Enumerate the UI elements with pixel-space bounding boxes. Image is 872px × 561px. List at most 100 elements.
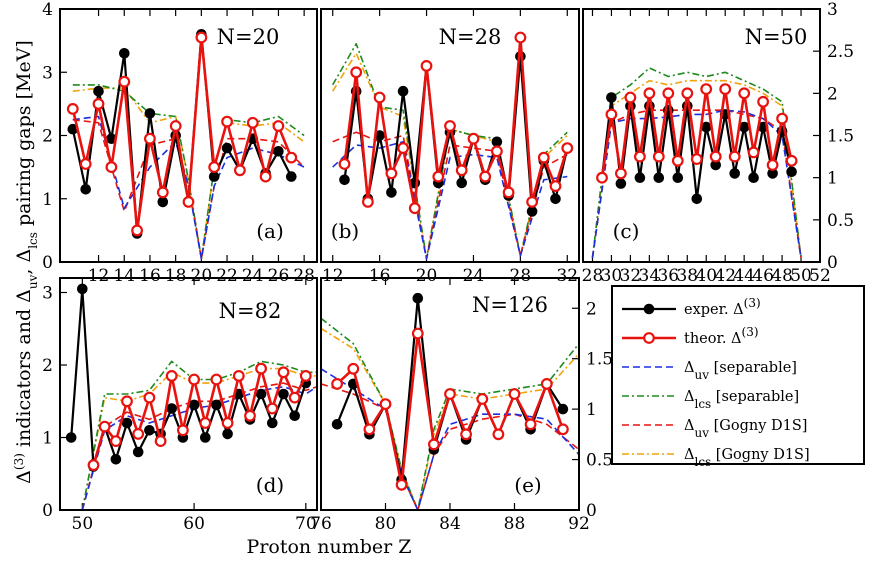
point-exp xyxy=(397,85,409,97)
point-exp xyxy=(412,292,424,304)
point-exp xyxy=(729,168,740,179)
x-tick-label: 30 xyxy=(601,266,623,286)
x-tick-label: 80 xyxy=(375,514,397,534)
point-th xyxy=(169,120,182,132)
n-label: N=28 xyxy=(439,25,502,49)
point-th xyxy=(408,202,421,215)
point-exp xyxy=(267,417,278,429)
point-exp xyxy=(456,177,468,189)
panel-d: 50 60 70 0 1 2 3 N=82 (d) xyxy=(42,277,318,534)
point-th xyxy=(232,370,245,382)
n-label: N=126 xyxy=(472,293,548,317)
legend-label-lcsg: Δlcs [Gogny D1S] xyxy=(684,447,810,469)
point-th xyxy=(210,373,223,386)
point-th xyxy=(476,393,489,405)
point-th xyxy=(624,91,637,104)
legend: exper. Δ(3) theor. Δ(3) Δuv [separable] Δlc… xyxy=(611,285,865,469)
x-tick-label: 18 xyxy=(165,266,187,286)
point-exp xyxy=(211,399,222,411)
legend-marker xyxy=(643,332,655,344)
x-tick-label: 16 xyxy=(369,266,391,286)
x-tick-label: 16 xyxy=(139,266,161,286)
point-th xyxy=(596,171,608,184)
panel-label: (a) xyxy=(256,219,284,243)
panel-frame xyxy=(59,277,318,511)
point-exp xyxy=(710,159,721,171)
panel-label: (b) xyxy=(331,219,359,243)
point-exp xyxy=(93,85,104,97)
point-th xyxy=(143,391,156,404)
point-th xyxy=(199,417,212,429)
point-th xyxy=(776,112,788,125)
x-tick-label: 50 xyxy=(72,514,94,534)
point-th xyxy=(561,142,574,155)
point-th xyxy=(785,154,798,167)
point-exp xyxy=(557,403,569,415)
point-th xyxy=(549,180,562,193)
point-th xyxy=(766,159,779,171)
point-th xyxy=(634,150,646,163)
point-th xyxy=(195,31,208,44)
point-th xyxy=(395,478,408,491)
point-th xyxy=(738,87,751,100)
point-th xyxy=(411,327,424,340)
point-th xyxy=(540,378,553,390)
point-th xyxy=(537,151,550,164)
point-th xyxy=(444,388,456,400)
point-exp xyxy=(222,428,233,440)
point-exp xyxy=(273,146,284,157)
x-tick-label: 12 xyxy=(88,266,110,286)
y-tick-label: 0.5 xyxy=(827,211,854,231)
x-tick-label: 20 xyxy=(191,266,213,286)
point-th xyxy=(757,95,769,108)
x-tick-label: 88 xyxy=(504,514,526,534)
point-th xyxy=(246,116,259,129)
point-th xyxy=(467,132,480,145)
point-th xyxy=(92,97,105,110)
x-tick-label: 32 xyxy=(556,266,578,286)
point-th xyxy=(285,151,298,164)
x-tick-label: 38 xyxy=(676,266,698,286)
point-exp xyxy=(491,136,503,148)
y-tick-label: 1 xyxy=(586,400,597,420)
y-tick-label: 4 xyxy=(42,0,53,20)
n-label: N=50 xyxy=(745,25,808,49)
series-line-exp xyxy=(600,96,793,200)
point-th xyxy=(299,370,312,382)
point-th xyxy=(143,132,156,145)
x-tick-label: 48 xyxy=(771,266,793,286)
point-th xyxy=(690,153,703,166)
point-th xyxy=(385,167,398,180)
series-line-lcss xyxy=(321,317,579,510)
point-th xyxy=(479,170,492,183)
point-th xyxy=(709,150,722,163)
point-exp xyxy=(606,92,617,103)
point-exp xyxy=(526,206,538,217)
point-th xyxy=(615,167,627,180)
x-tick-label: 42 xyxy=(714,266,736,286)
point-th xyxy=(508,388,521,400)
point-th xyxy=(109,435,122,448)
legend-label-th: theor. Δ(3) xyxy=(684,325,759,347)
panel-frame xyxy=(582,8,821,263)
y-tick-label: 3 xyxy=(827,0,838,20)
point-exp xyxy=(374,130,385,141)
series-line-uvg xyxy=(332,131,568,260)
y-axis-label: Δ(3) indicators and Δuv, Δlcs pairing ga… xyxy=(12,40,40,484)
point-th xyxy=(502,186,515,199)
y-tick-label: 1 xyxy=(42,429,53,449)
point-th xyxy=(79,158,92,170)
point-th xyxy=(272,120,285,132)
point-exp xyxy=(738,121,750,133)
x-tick-label: 22 xyxy=(216,266,238,286)
point-th xyxy=(719,83,732,95)
x-tick-label: 20 xyxy=(416,266,438,286)
series-group xyxy=(66,29,305,260)
point-th xyxy=(373,91,386,104)
x-axis-label: Proton number Z xyxy=(247,536,412,557)
point-exp xyxy=(144,108,156,119)
point-exp xyxy=(65,432,77,443)
series-line-lcss xyxy=(332,42,568,260)
series-line-uvs xyxy=(591,109,802,258)
